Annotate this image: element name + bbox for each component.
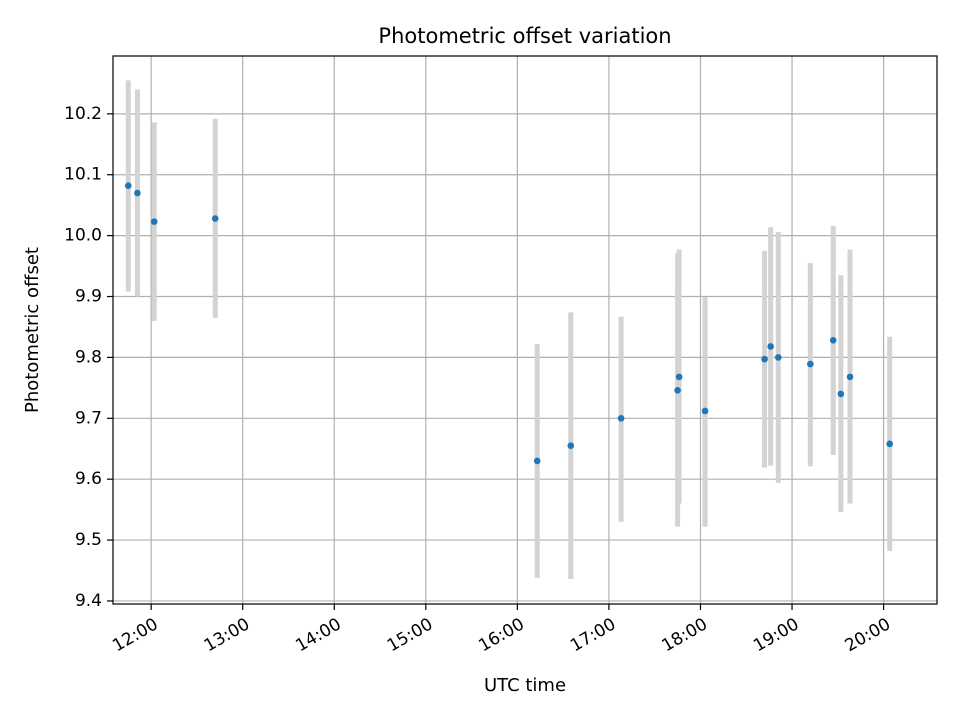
data-point xyxy=(767,343,774,350)
data-point xyxy=(124,182,132,189)
data-point xyxy=(533,457,541,465)
x-tick-label: 16:00 xyxy=(475,614,527,656)
y-tick-label: 9.4 xyxy=(75,591,102,611)
data-point xyxy=(846,373,854,381)
y-tick-label: 10.0 xyxy=(64,226,102,246)
x-tick-label: 20:00 xyxy=(842,614,894,656)
x-tick-label: 12:00 xyxy=(109,614,161,656)
x-tick-label: 18:00 xyxy=(659,614,711,656)
data-point xyxy=(617,414,625,422)
data-point xyxy=(829,337,837,344)
y-tick-label: 9.9 xyxy=(75,287,102,307)
data-point xyxy=(886,440,893,448)
x-tick-label: 15:00 xyxy=(384,614,436,656)
data-point xyxy=(150,218,158,225)
chart-title: Photometric offset variation xyxy=(378,24,671,48)
y-tick-label: 9.8 xyxy=(75,347,102,367)
x-tick-label: 19:00 xyxy=(750,614,802,656)
grid-layer xyxy=(113,56,937,604)
y-axis-label: Photometric offset xyxy=(22,247,43,413)
data-point xyxy=(807,360,814,368)
y-tick-label: 10.2 xyxy=(64,104,102,124)
data-point xyxy=(675,373,683,381)
data-point xyxy=(134,189,141,197)
x-tick-label: 14:00 xyxy=(292,614,344,656)
x-axis-label: UTC time xyxy=(484,675,566,696)
plot-frame xyxy=(112,55,938,605)
x-tick-label: 13:00 xyxy=(201,614,253,656)
data-point xyxy=(674,386,681,394)
data-point xyxy=(761,355,768,363)
y-tick-label: 9.5 xyxy=(75,530,102,550)
y-tick-label: 9.6 xyxy=(75,469,102,489)
data-point xyxy=(775,354,782,361)
data-point xyxy=(211,215,219,222)
data-point xyxy=(837,390,845,398)
data-point xyxy=(701,407,709,415)
y-tick-label: 9.7 xyxy=(75,408,102,428)
point-layer xyxy=(124,182,893,465)
data-point xyxy=(567,442,575,449)
x-tick-label: 17:00 xyxy=(567,614,619,656)
y-tick-label: 10.1 xyxy=(64,165,102,185)
